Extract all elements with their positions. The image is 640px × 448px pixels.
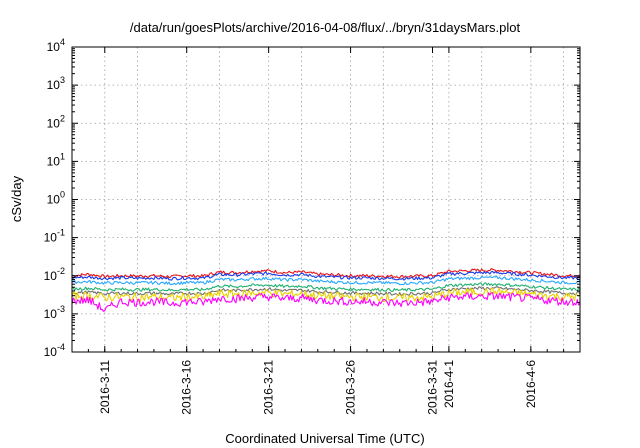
y-axis-label: cSv/day — [9, 175, 24, 222]
y-tick-label: 104 — [47, 37, 65, 54]
x-tick-label: 2016-3-31 — [426, 360, 440, 415]
x-tick-label: 2016-3-21 — [262, 360, 276, 415]
y-tick-label: 10-1 — [44, 228, 65, 245]
x-tick-label: 2016-4-6 — [524, 360, 538, 408]
series-line — [71, 275, 581, 286]
x-tick-label: 2016-3-11 — [98, 360, 112, 414]
x-axis-label: Coordinated Universal Time (UTC) — [225, 431, 424, 446]
y-axis: 104 103 102 101 100 10-1 10-2 10-3 10-4 — [44, 37, 580, 359]
y-tick-label: 101 — [47, 151, 65, 168]
x-axis: 2016-3-11 2016-3-16 2016-3-21 2016-3-26 2016… — [87, 47, 565, 415]
series-line — [71, 270, 581, 281]
y-tick-label: 102 — [47, 113, 65, 130]
y-tick-label: 10-2 — [44, 266, 65, 283]
grid — [72, 47, 580, 352]
series-line — [71, 282, 581, 292]
y-tick-label: 10-3 — [44, 304, 65, 321]
series-line — [71, 292, 581, 312]
series-line — [71, 286, 581, 297]
series-line — [71, 287, 581, 303]
y-tick-label: 10-4 — [44, 342, 65, 359]
x-tick-label: 2016-4-1 — [442, 360, 456, 408]
y-tick-label: 100 — [47, 190, 65, 207]
plot-frame — [71, 46, 581, 353]
series-group — [71, 268, 581, 312]
x-tick-label: 2016-3-16 — [180, 360, 194, 415]
y-tick-label: 103 — [47, 75, 65, 92]
chart-title: /data/run/goesPlots/archive/2016-04-08/f… — [130, 20, 521, 35]
x-tick-label: 2016-3-26 — [344, 360, 358, 415]
